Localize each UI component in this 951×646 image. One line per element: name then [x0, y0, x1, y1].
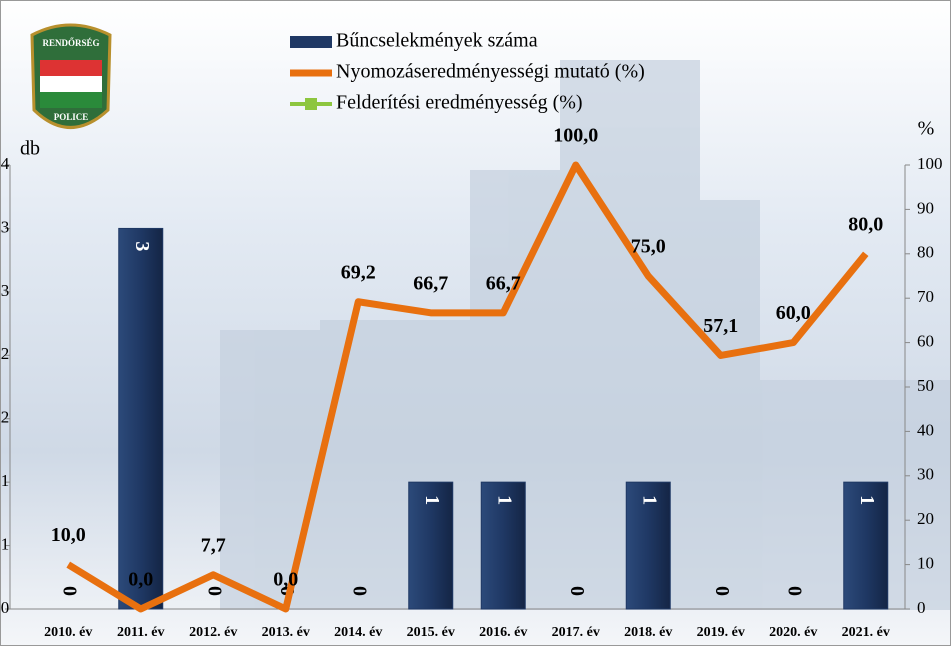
y2-tick-label: 0 — [917, 598, 926, 617]
bar — [625, 481, 671, 610]
bar-value-label: 1 — [856, 495, 878, 505]
y-tick-label: 0 — [1, 598, 10, 617]
x-tick-label: 2016. év — [479, 625, 527, 640]
x-tick-label: 2015. év — [407, 625, 455, 640]
y-tick-label: 1 — [1, 534, 10, 553]
line — [66, 161, 869, 613]
police-logo: RENDŐRSÉG POLICE — [30, 23, 112, 129]
y2-tick-label: 80 — [917, 243, 934, 262]
bar-value-label: 1 — [421, 495, 443, 505]
bar — [408, 481, 454, 610]
x-tick-label: 2014. év — [334, 625, 382, 640]
x-tick-label: 2013. év — [262, 625, 310, 640]
x-tick-label: 2020. év — [769, 625, 817, 640]
logo-bottom: POLICE — [54, 112, 89, 122]
y2-tick-label: 70 — [917, 287, 934, 306]
y2-axis-label: % — [918, 118, 935, 140]
bar — [118, 227, 164, 610]
y-axis-label: db — [20, 138, 40, 160]
legend-label: Felderítési eredményesség (%) — [336, 92, 583, 114]
logo-top: RENDŐRSÉG — [42, 38, 99, 48]
legend-marker — [305, 98, 317, 110]
line-value-label: 69,2 — [341, 261, 376, 283]
bar-value-label: 0 — [566, 586, 588, 596]
bar-value-label: 1 — [494, 495, 516, 505]
legend-swatch — [290, 36, 332, 48]
y-tick-label: 1 — [1, 471, 10, 490]
y2-tick-label: 100 — [917, 154, 943, 173]
line-value-label: 57,1 — [703, 315, 738, 337]
bar — [843, 481, 889, 610]
y2-tick-label: 40 — [917, 420, 934, 439]
x-tick-label: 2017. év — [552, 625, 600, 640]
line-value-label: 100,0 — [553, 125, 598, 147]
y2-tick-label: 60 — [917, 332, 934, 351]
line-value-label: 0,0 — [128, 569, 153, 591]
line-value-label: 66,7 — [486, 272, 521, 294]
line-value-label: 10,0 — [51, 524, 86, 546]
x-tick-label: 2012. év — [189, 625, 237, 640]
y-tick-label: 2 — [1, 344, 10, 363]
y-tick-label: 4 — [1, 154, 10, 173]
line-value-label: 0,0 — [273, 569, 298, 591]
bar-value-label: 0 — [349, 586, 371, 596]
x-tick-label: 2019. év — [697, 625, 745, 640]
y2-tick-label: 30 — [917, 465, 934, 484]
line-value-label: 80,0 — [848, 213, 883, 235]
line-value-label: 66,7 — [413, 272, 448, 294]
legend-label: Bűncselekmények száma — [336, 30, 538, 52]
bar — [480, 481, 526, 610]
y2-tick-label: 50 — [917, 376, 934, 395]
x-tick-label: 2021. év — [842, 625, 890, 640]
x-tick-label: 2010. év — [44, 625, 92, 640]
legend-label: Nyomozáseredményességi mutató (%) — [336, 61, 645, 83]
y2-tick-label: 20 — [917, 509, 934, 528]
bar-value-label: 0 — [59, 586, 81, 596]
bar-value-label: 0 — [711, 586, 733, 596]
x-tick-label: 2018. év — [624, 625, 672, 640]
bar-value-label: 0 — [204, 586, 226, 596]
y-tick-label: 2 — [1, 408, 10, 427]
line-value-label: 75,0 — [631, 236, 666, 258]
y2-tick-label: 10 — [917, 554, 934, 573]
bar-value-label: 0 — [784, 586, 806, 596]
y2-tick-label: 90 — [917, 198, 934, 217]
bar-value-label: 3 — [131, 241, 153, 251]
y-tick-label: 3 — [1, 281, 10, 300]
line-value-label: 60,0 — [776, 302, 811, 324]
bar-value-label: 1 — [639, 495, 661, 505]
x-tick-label: 2011. év — [117, 625, 164, 640]
y-tick-label: 3 — [1, 217, 10, 236]
line-value-label: 7,7 — [201, 534, 226, 556]
